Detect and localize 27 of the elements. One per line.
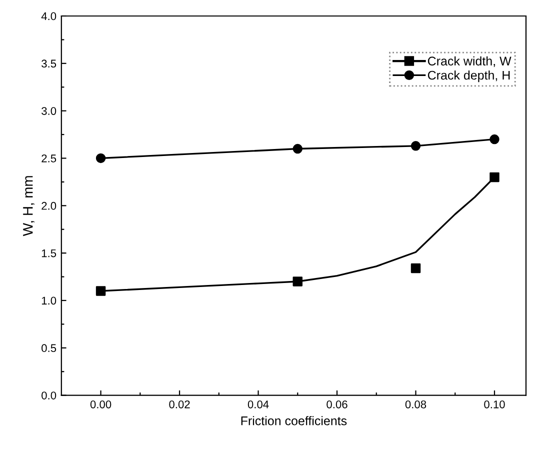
- y-tick-label: 1.0: [42, 296, 56, 305]
- y-axis-title: W, H, mm: [23, 176, 34, 236]
- point: [490, 172, 500, 182]
- point: [410, 263, 421, 274]
- x-axis-title: Friction coefficients: [241, 416, 347, 426]
- x-tick-label: 0.04: [248, 400, 269, 408]
- point: [96, 286, 106, 296]
- y-tick-label: 3.5: [42, 60, 56, 68]
- y-tick-label: 0.5: [42, 344, 56, 352]
- point: [490, 134, 500, 144]
- legend-label: Crack width, W: [428, 56, 512, 67]
- x-tick-label: 0.10: [484, 400, 505, 408]
- point: [292, 276, 302, 286]
- x-tick-label: 0.06: [326, 400, 348, 408]
- point: [292, 144, 302, 154]
- x-tick-label: 0.08: [405, 400, 426, 408]
- y-tick-label: 2.0: [42, 202, 56, 210]
- y-tick-label: 4.0: [41, 12, 56, 20]
- y-tick-label: 2.5: [42, 154, 56, 162]
- y-tick-label: 3.0: [42, 107, 56, 115]
- y-tick-label: 1.5: [42, 249, 56, 258]
- x-tick-label: 0.00: [90, 400, 112, 408]
- point: [96, 153, 106, 164]
- y-tick-label: 0.0: [42, 392, 56, 400]
- x-tick-label: 0.02: [169, 400, 190, 408]
- legend-label: Crack depth, H: [428, 70, 510, 82]
- point: [410, 141, 421, 151]
